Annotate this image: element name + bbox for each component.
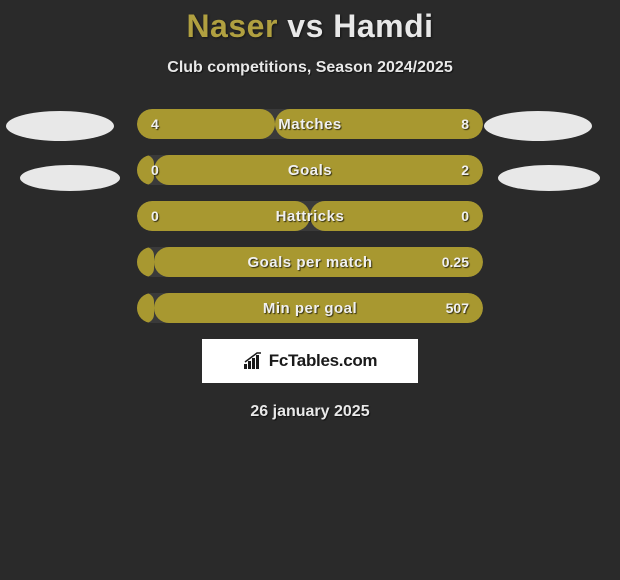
bar-row: 4 Matches 8 <box>137 109 483 139</box>
bar-row: Goals per match 0.25 <box>137 247 483 277</box>
bar-value-right: 2 <box>461 155 469 185</box>
barchart-icon <box>243 352 265 370</box>
avatar-right-bot <box>498 165 600 191</box>
brand-text: FcTables.com <box>269 351 378 371</box>
bar-value-right: 8 <box>461 109 469 139</box>
page-title: Naser vs Hamdi <box>0 0 620 45</box>
title-vs: vs <box>287 8 324 44</box>
avatar-left-bot <box>20 165 120 191</box>
bar-value-right: 507 <box>446 293 469 323</box>
brand-box: FcTables.com <box>202 339 418 383</box>
footer-date: 26 january 2025 <box>0 403 620 421</box>
avatar-left-top <box>6 111 114 141</box>
bar-value-right: 0.25 <box>442 247 469 277</box>
bar-row: Min per goal 507 <box>137 293 483 323</box>
bar-label: Goals per match <box>137 247 483 277</box>
bar-label: Matches <box>137 109 483 139</box>
bar-label: Goals <box>137 155 483 185</box>
bars-container: 4 Matches 8 0 Goals 2 0 Hattricks 0 Goal… <box>137 109 483 323</box>
avatar-right-top <box>484 111 592 141</box>
comparison-stage: 4 Matches 8 0 Goals 2 0 Hattricks 0 Goal… <box>0 109 620 421</box>
title-player2: Hamdi <box>333 8 433 44</box>
bar-row: 0 Goals 2 <box>137 155 483 185</box>
bar-value-right: 0 <box>461 201 469 231</box>
title-player1: Naser <box>186 8 277 44</box>
subtitle: Club competitions, Season 2024/2025 <box>0 59 620 77</box>
bar-label: Min per goal <box>137 293 483 323</box>
bar-label: Hattricks <box>137 201 483 231</box>
bar-row: 0 Hattricks 0 <box>137 201 483 231</box>
